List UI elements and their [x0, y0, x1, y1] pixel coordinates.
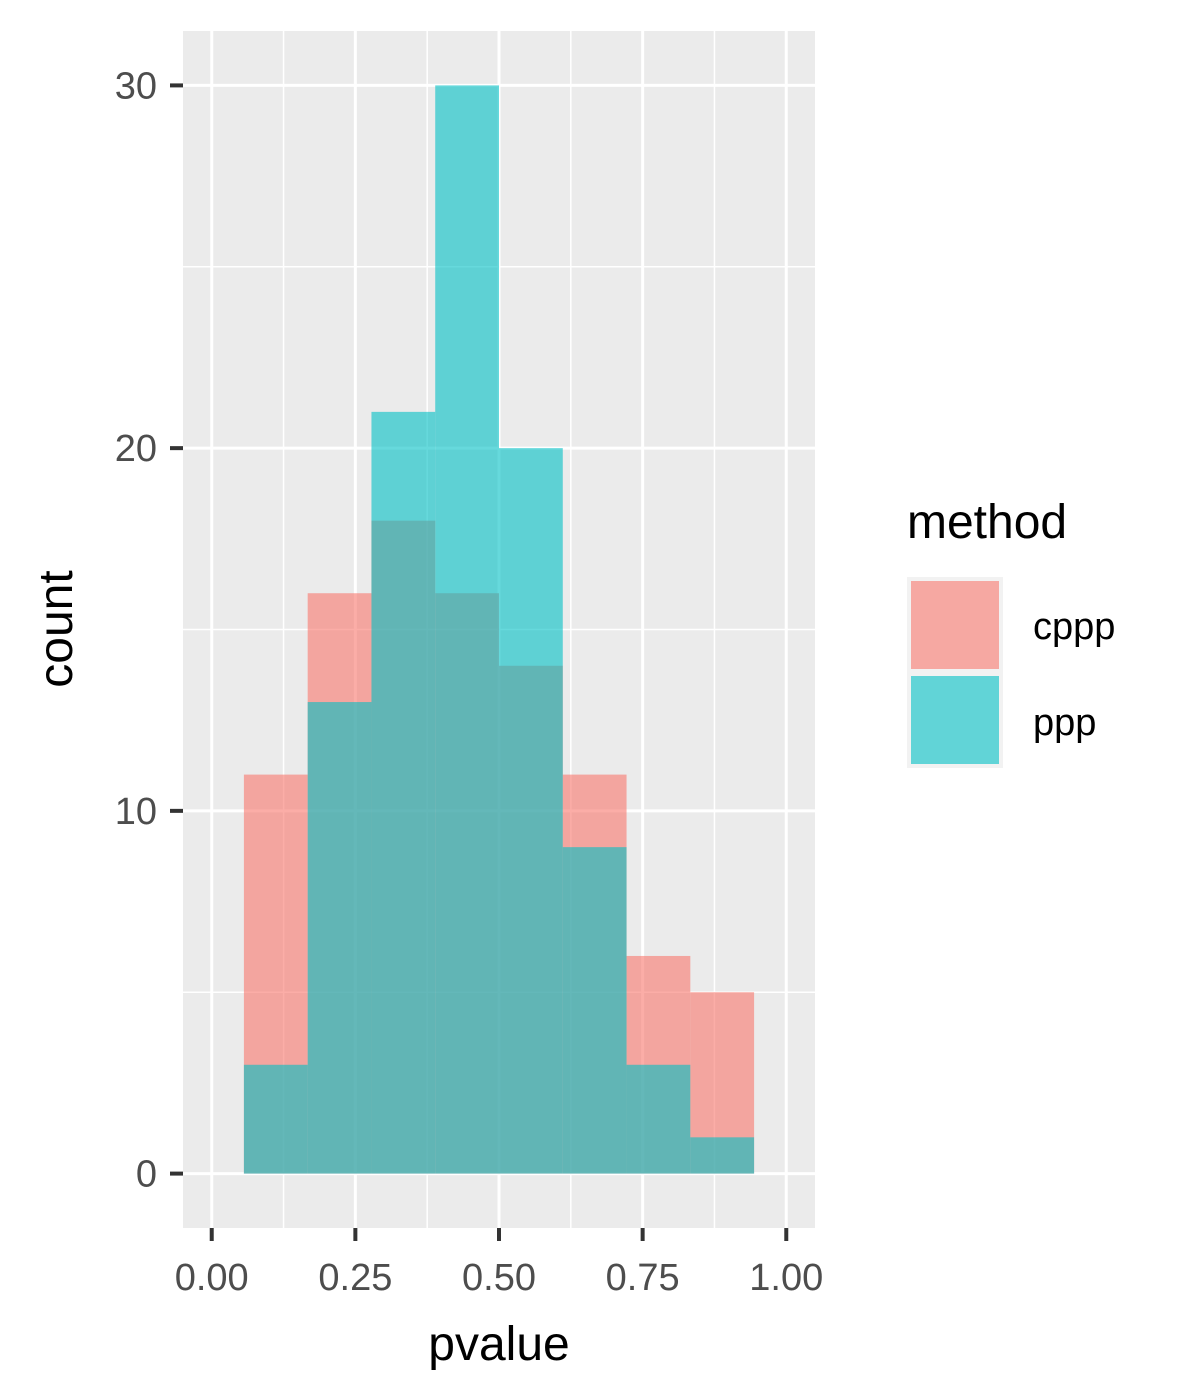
legend-key-cppp	[911, 581, 999, 669]
legend-label-ppp: ppp	[1033, 702, 1096, 744]
bar-ppp	[307, 702, 372, 1174]
legend-label-cppp: cppp	[1033, 606, 1115, 648]
x-tick-label: 0.50	[462, 1257, 536, 1299]
bar-ppp	[626, 1064, 691, 1174]
bar-ppp	[371, 411, 436, 1174]
bar-ppp	[435, 85, 499, 1174]
y-tick-label: 20	[115, 428, 157, 470]
legend-key-ppp	[911, 676, 999, 764]
x-tick-label: 0.00	[175, 1257, 249, 1299]
y-tick-label: 30	[115, 65, 157, 107]
x-tick-label: 0.75	[606, 1257, 680, 1299]
x-axis-title: pvalue	[428, 1318, 569, 1371]
bar-ppp	[690, 1137, 755, 1174]
x-tick-label: 0.25	[318, 1257, 392, 1299]
legend: method cppp ppp	[907, 496, 1115, 768]
bar-ppp	[562, 847, 627, 1174]
series-ppp-bars	[243, 85, 755, 1174]
x-tick-label: 1.00	[749, 1257, 823, 1299]
y-tick-label: 0	[136, 1154, 157, 1196]
axes: 0 10 20 30 0.00 0.25 0.50 0.75 1.00	[115, 65, 824, 1299]
y-axis-title: count	[30, 570, 83, 687]
legend-title: method	[907, 496, 1067, 549]
y-tick-label: 10	[115, 791, 157, 833]
bar-ppp	[499, 448, 563, 1174]
bar-ppp	[243, 1064, 308, 1174]
